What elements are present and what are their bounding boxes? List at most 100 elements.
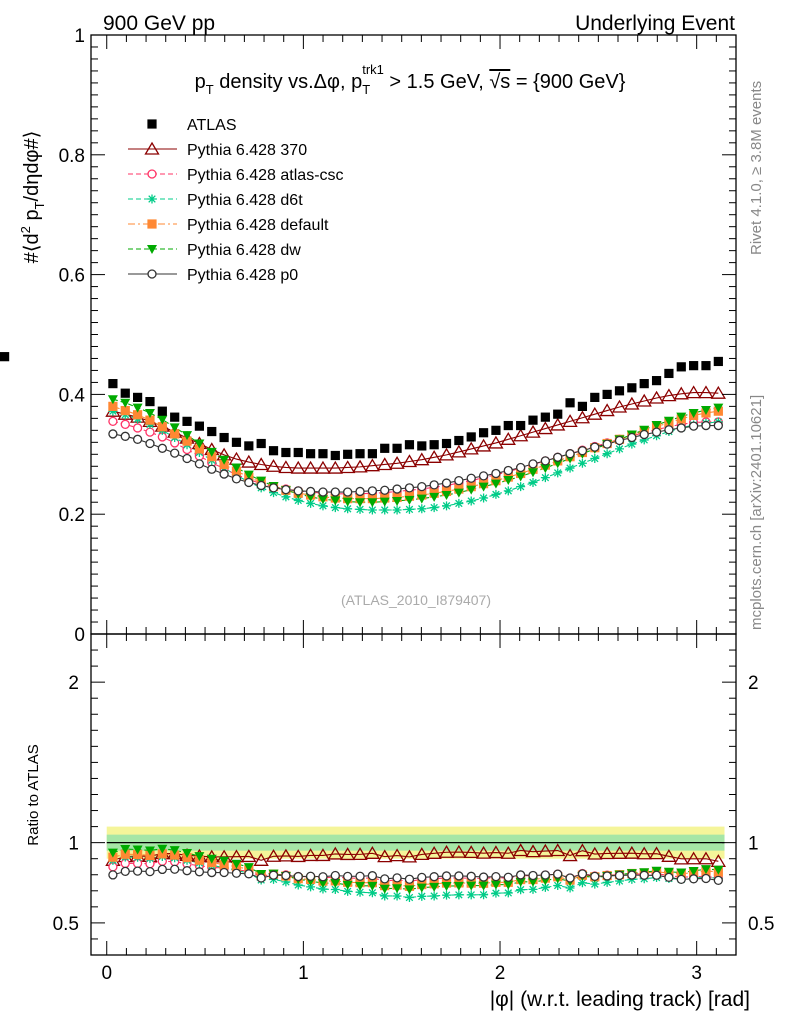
ylabel-part-c: /dηdφ#⟩: [21, 131, 43, 202]
point-series-0-46: [676, 362, 686, 372]
point-series-1-48: [698, 385, 714, 399]
point-series-5-8: [206, 447, 217, 457]
ratio-point-series-6-0: [108, 870, 118, 880]
point-series-1-43: [636, 393, 652, 407]
point-series-0-37: [565, 398, 575, 408]
legend-marker: [147, 194, 157, 204]
point-series-6-26: [429, 480, 439, 490]
ratio-point-series-6-13: [268, 870, 279, 880]
point-series-0-16: [305, 449, 316, 459]
ratio-point-series-1-42: [624, 845, 640, 859]
ratio-point-series-5-2: [132, 845, 143, 855]
point-series-0-39: [590, 392, 600, 402]
ratio-point-series-6-33: [516, 870, 526, 880]
ratio-point-series-5-18: [330, 879, 341, 889]
point-series-5-3: [144, 408, 155, 418]
point-series-6-40: [602, 439, 612, 449]
ratio-point-series-6-19: [343, 871, 353, 882]
ratio-point-series-1-17: [315, 848, 331, 862]
point-series-6-42: [627, 432, 637, 443]
point-series-5-48: [700, 405, 711, 415]
point-series-0-10: [231, 437, 242, 447]
ratio-point-series-1-33: [513, 843, 529, 857]
point-series-6-9: [219, 469, 229, 479]
point-series-5-21: [367, 498, 378, 508]
point-series-6-37: [565, 449, 575, 459]
point-series-6-5: [170, 448, 180, 458]
ratio-point-series-6-44: [651, 870, 662, 880]
point-series-0-27: [441, 438, 452, 449]
point-series-1-42: [624, 396, 640, 410]
ratio-point-series-1-12: [253, 853, 269, 866]
point-series-1-28: [451, 444, 467, 458]
point-series-3-37: [565, 463, 575, 473]
point-series-6-15: [293, 486, 303, 496]
ratio-point-series-6-38: [577, 869, 588, 879]
point-series-6-25: [417, 481, 427, 492]
ratio-point-series-5-34: [528, 877, 539, 887]
point-series-0-40: [602, 389, 612, 399]
point-series-3-38: [577, 458, 587, 468]
point-series-6-21: [367, 486, 378, 496]
point-series-1-25: [414, 452, 430, 466]
point-series-5-26: [429, 492, 440, 502]
ratio-line-series-2: [112, 860, 719, 882]
ratio-point-series-3-30: [479, 890, 489, 900]
point-series-4-7: [194, 444, 204, 454]
point-series-1-17: [315, 460, 331, 474]
point-series-1-21: [364, 458, 381, 472]
point-series-0-13: [268, 446, 279, 456]
ratio-point-series-5-29: [466, 881, 477, 891]
point-series-1-31: [488, 435, 504, 449]
point-series-3-36: [553, 468, 563, 478]
point-series-1-19: [340, 460, 356, 474]
point-series-1-46: [673, 386, 689, 400]
main-ytick-label-1: 0.2: [59, 505, 85, 526]
xtick-label-1: 1: [298, 963, 309, 984]
point-series-0-29: [466, 432, 476, 442]
point-series-5-5: [169, 423, 180, 433]
title-part-d: √s: [489, 71, 510, 93]
ratio-point-series-1-47: [685, 851, 702, 865]
point-series-0-41: [614, 386, 625, 396]
point-series-0-45: [664, 368, 674, 379]
ratio-point-series-6-34: [528, 870, 538, 881]
point-series-6-13: [268, 483, 279, 493]
ratio-point-series-6-15: [293, 871, 303, 882]
point-series-1-15: [290, 460, 306, 474]
legend-label: Pythia 6.428 d6t: [187, 192, 303, 209]
ratio-point-series-5-1: [120, 845, 131, 855]
point-series-0-22: [380, 443, 390, 453]
ratio-point-series-3-22: [380, 891, 390, 901]
point-series-5-25: [416, 494, 427, 504]
ratio-point-series-5-25: [416, 883, 427, 893]
point-series-3-19: [343, 504, 353, 514]
ratio-ytick-label-left-2: 2: [68, 673, 79, 694]
point-series-5-4: [157, 415, 168, 425]
ratio-point-series-6-23: [392, 873, 402, 883]
point-series-6-4: [157, 443, 167, 453]
point-series-1-34: [525, 424, 541, 438]
point-series-0-21: [367, 449, 377, 459]
ratio-point-series-3-14: [281, 877, 291, 887]
ratio-point-series-6-2: [132, 866, 143, 876]
ratio-point-series-3-36: [553, 881, 563, 891]
point-series-0-7: [194, 421, 204, 431]
ratio-point-series-6-9: [219, 867, 229, 878]
ratio-point-series-6-1: [120, 866, 130, 877]
point-series-0-25: [417, 441, 427, 451]
point-series-3-30: [479, 493, 489, 503]
point-series-3-35: [540, 473, 550, 483]
point-series-5-36: [552, 459, 563, 469]
ratio-point-series-1-46: [673, 851, 689, 865]
ratio-point-series-3-20: [355, 887, 365, 897]
legend-label: Pythia 6.428 dw: [187, 242, 301, 259]
point-series-3-42: [627, 439, 637, 449]
ratio-point-series-6-24: [404, 874, 415, 884]
ratio-point-series-1-40: [599, 846, 615, 860]
point-series-3-41: [614, 444, 624, 454]
point-series-5-34: [528, 468, 539, 478]
ratio-point-series-1-27: [438, 844, 455, 858]
point-series-3-29: [466, 496, 476, 506]
